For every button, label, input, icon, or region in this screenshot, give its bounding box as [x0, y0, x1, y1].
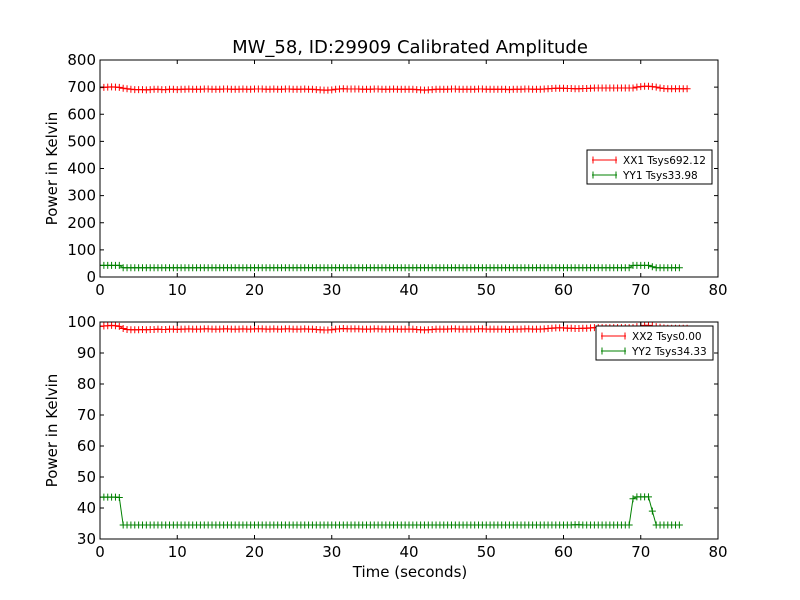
plot-area [100, 82, 691, 272]
y-tick-label: 30 [77, 530, 96, 548]
data-point [683, 85, 691, 93]
x-tick-label: 30 [322, 543, 341, 561]
x-tick-label: 10 [168, 281, 187, 299]
y-tick-label: 600 [67, 105, 96, 123]
y-tick-label: 100 [67, 241, 96, 259]
data-point [123, 85, 131, 93]
x-tick-label: 0 [95, 281, 105, 299]
x-tick-label: 60 [554, 281, 573, 299]
legend: XX1 Tsys692.12 YY1 Tsys33.98 [586, 149, 713, 185]
series-markers-1 [100, 82, 691, 94]
plot-panel-1: 0 10 20 30 40 50 60 70 8001002003004005006007008… [43, 51, 728, 299]
legend-box [586, 149, 713, 185]
data-point [119, 84, 127, 92]
y-tick-label: 300 [67, 187, 96, 205]
x-tick-label: 40 [399, 543, 418, 561]
plot-panel-2: 0 10 20 30 40 50 60 70 80 30 40 50 60 70 80 90 100 Power … [43, 313, 728, 561]
y-tick-label: 60 [77, 437, 96, 455]
data-point [328, 326, 336, 334]
data-point [115, 83, 123, 91]
legend: XX2 Tsys0.00 YY2 Tsys34.33 [595, 325, 714, 361]
x-tick-label: 20 [245, 543, 264, 561]
x-tick-label: 10 [168, 543, 187, 561]
y-tick-label: 0 [86, 268, 96, 286]
data-point [675, 521, 683, 529]
series-markers-2 [100, 261, 683, 272]
data-point [644, 493, 652, 501]
data-point [644, 261, 652, 269]
data-point [328, 86, 336, 94]
data-point [648, 507, 656, 515]
x-tick-label: 20 [245, 281, 264, 299]
x-tick-label: 40 [399, 281, 418, 299]
y-tick-label: 500 [67, 132, 96, 150]
legend-box [595, 325, 714, 361]
x-tick-label: 60 [554, 543, 573, 561]
data-point [629, 84, 637, 92]
x-tick-label: 30 [322, 281, 341, 299]
y-tick-label: 70 [77, 406, 96, 424]
legend-marker [601, 332, 626, 340]
data-point [625, 264, 633, 272]
data-point [115, 322, 123, 330]
data-point [648, 263, 656, 271]
y-tick-label: 90 [77, 344, 96, 362]
y-tick-label: 800 [67, 51, 96, 69]
legend-marker [601, 347, 626, 355]
data-point [625, 521, 633, 529]
data-point [675, 264, 683, 272]
data-point [652, 83, 660, 91]
x-tick-label: 80 [708, 281, 727, 299]
data-point [115, 261, 123, 269]
x-tick-label: 70 [631, 281, 650, 299]
y-tick-label: 50 [77, 468, 96, 486]
data-point [115, 493, 123, 501]
data-point [119, 325, 127, 333]
y-axis-label: Power in Kelvin [43, 374, 61, 488]
y-tick-label: 40 [77, 499, 96, 517]
y-tick-label: 700 [67, 78, 96, 96]
data-point [629, 495, 637, 503]
data-point [656, 84, 664, 92]
data-point [111, 322, 119, 330]
x-tick-label: 0 [95, 543, 105, 561]
legend-marker [592, 156, 617, 164]
y-tick-label: 400 [67, 160, 96, 178]
x-tick-label: 80 [708, 543, 727, 561]
x-tick-label: 50 [477, 543, 496, 561]
chart-title: MW_58, ID:29909 Calibrated Amplitude [232, 37, 588, 58]
y-tick-label: 200 [67, 214, 96, 232]
legend-label: YY2 Tsys34.33 [631, 346, 707, 358]
legend-label: XX1 Tsys692.12 [623, 155, 706, 167]
x-tick-label: 70 [631, 543, 650, 561]
legend-label: XX2 Tsys0.00 [632, 331, 702, 343]
x-axis-label: Time (seconds) [352, 563, 468, 581]
x-tick-label: 50 [477, 281, 496, 299]
plot-area [100, 322, 691, 529]
series-markers-2 [100, 493, 683, 529]
data-point [633, 83, 641, 91]
data-point [648, 83, 656, 91]
legend-marker [592, 171, 617, 179]
legend-label: YY1 Tsys33.98 [622, 170, 698, 182]
y-axis-label: Power in Kelvin [43, 112, 61, 226]
y-tick-label: 100 [67, 313, 96, 331]
y-tick-label: 80 [77, 375, 96, 393]
